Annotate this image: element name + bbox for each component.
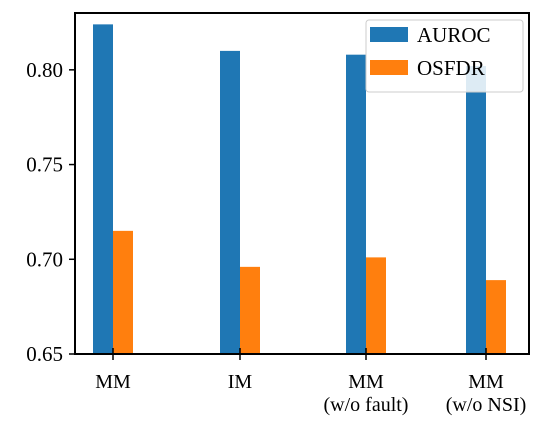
bar-auroc-1 xyxy=(220,50,240,355)
x-category-label: MM xyxy=(348,371,384,393)
x-category-label: MM xyxy=(95,371,131,393)
bar-auroc-2 xyxy=(346,54,366,355)
y-tick-label: 0.75 xyxy=(26,153,63,177)
x-category-label: (w/o fault) xyxy=(324,394,409,416)
y-tick-label: 0.70 xyxy=(26,247,63,271)
x-axis: MM IM MM(w/o fault)MM(w/o NSI) xyxy=(95,348,526,416)
legend-swatch-osfdr xyxy=(370,60,408,75)
bar-auroc-3 xyxy=(466,66,486,355)
legend-label-auroc: AUROC xyxy=(417,23,491,47)
x-category-label: MM xyxy=(468,371,504,393)
bar-osfdr-1 xyxy=(240,266,260,354)
plot-frame xyxy=(74,12,530,355)
x-category-label: (w/o NSI) xyxy=(446,394,527,416)
legend: AUROC OSFDR xyxy=(365,19,524,93)
y-tick-label: 0.65 xyxy=(26,342,63,366)
legend-swatch-auroc xyxy=(370,27,408,42)
y-tick-label: 0.80 xyxy=(26,58,63,82)
legend-label-osfdr: OSFDR xyxy=(417,56,485,80)
plot-bars xyxy=(93,24,506,355)
y-axis: 0.65 0.70 0.75 0.80 xyxy=(26,58,75,366)
x-category-label: IM xyxy=(228,371,253,393)
bar-auroc-0 xyxy=(93,24,113,354)
bar-osfdr-2 xyxy=(366,257,386,354)
bar-osfdr-3 xyxy=(486,280,506,354)
bar-osfdr-0 xyxy=(113,230,133,354)
